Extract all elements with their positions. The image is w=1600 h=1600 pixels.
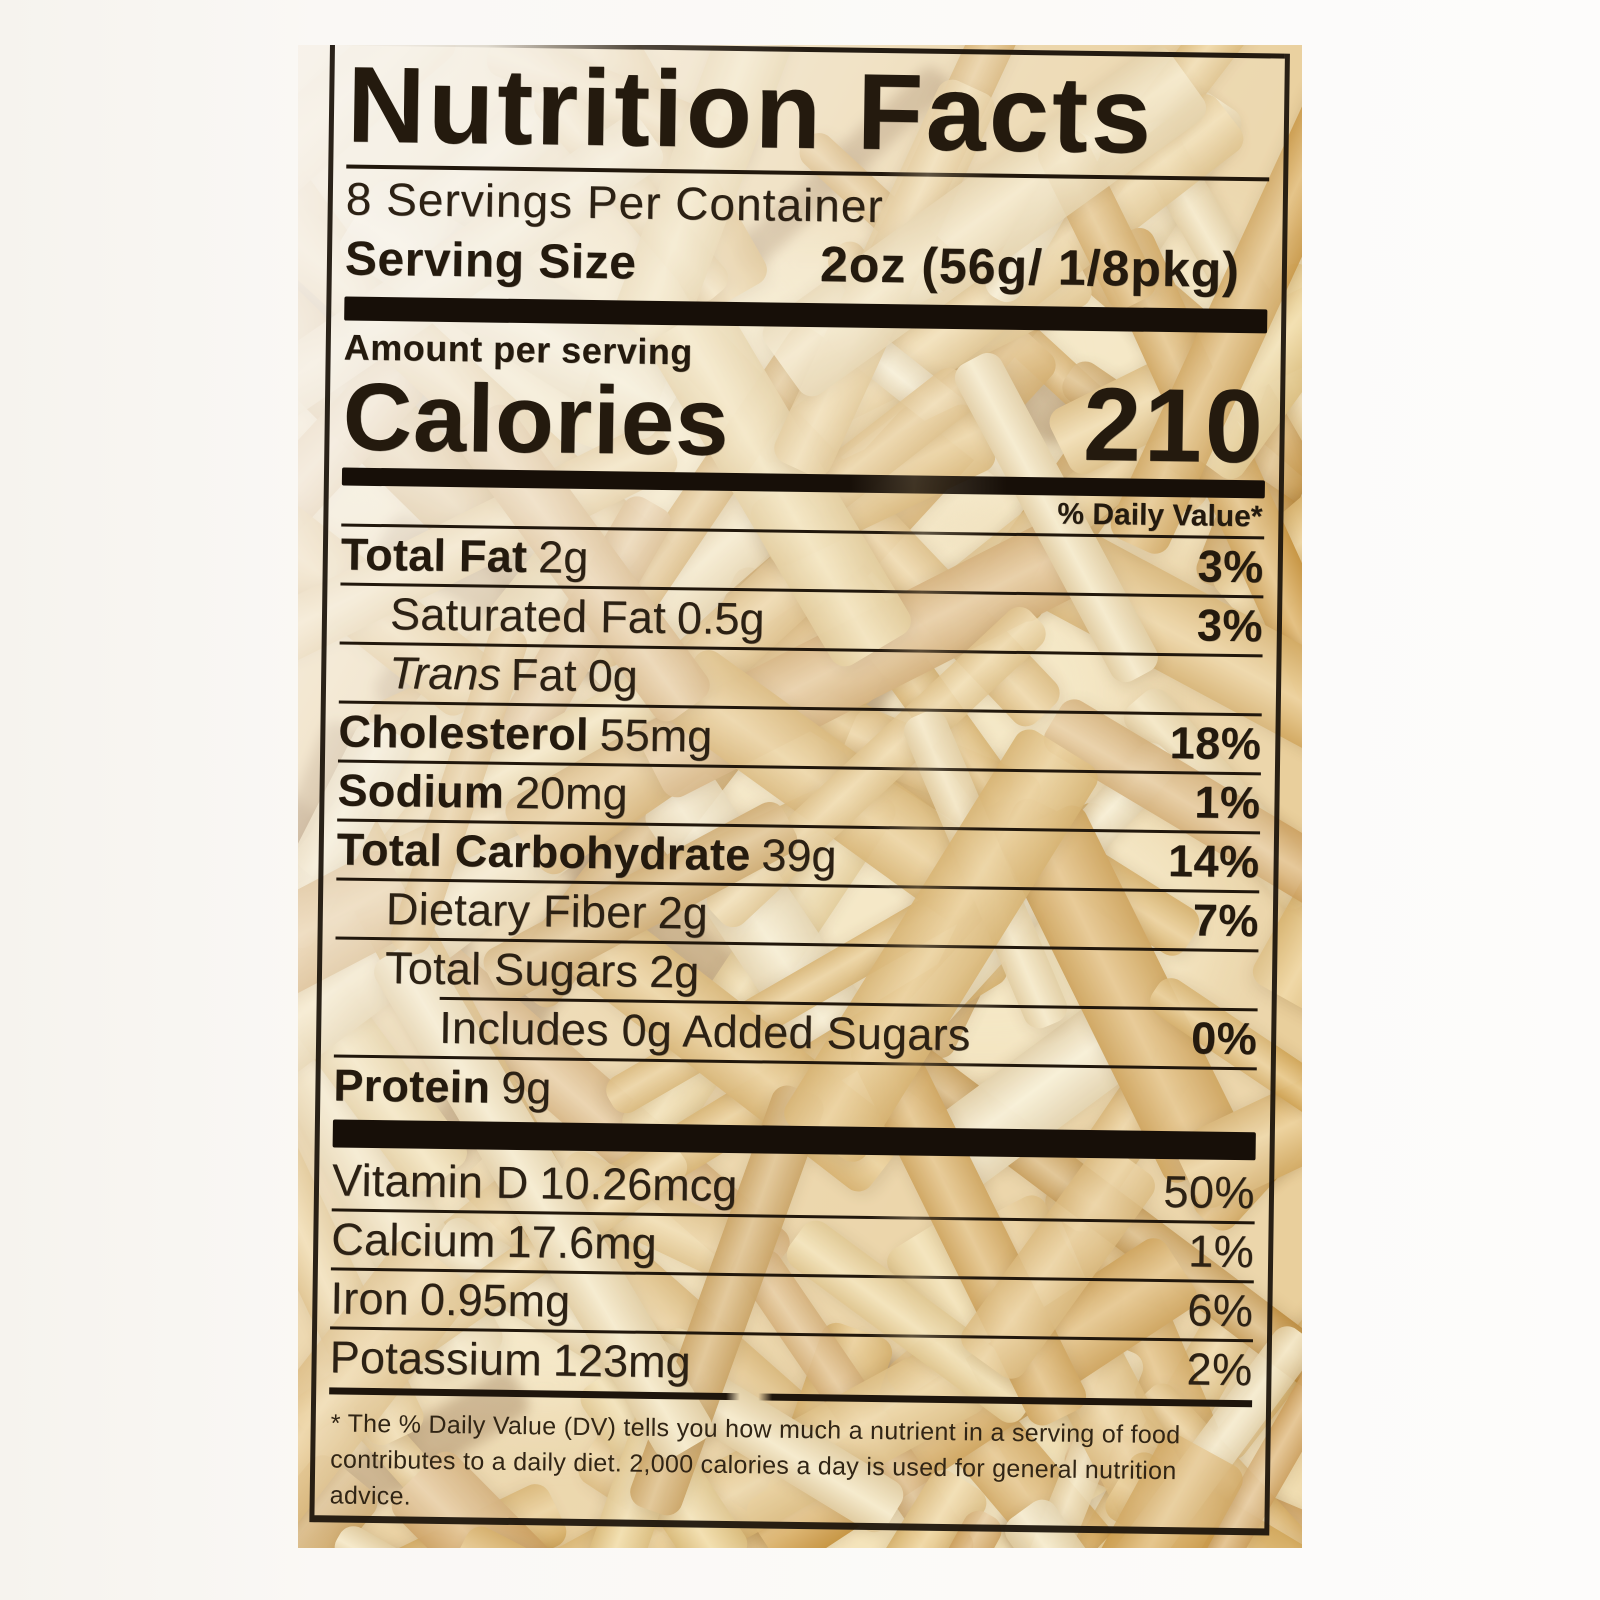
nutrient-dv: 18%: [1169, 717, 1262, 770]
nutrient-name: Calcium: [330, 1213, 496, 1267]
nutrient-name: Sodium: [337, 764, 505, 818]
daily-value-footnote: * The % Daily Value (DV) tells you how m…: [329, 1409, 1181, 1511]
calories-label: Calories: [342, 363, 731, 476]
nutrient-dv: 0%: [1190, 1012, 1258, 1065]
calories-value: 210: [1082, 366, 1267, 486]
nutrient-amount: 0.5g: [676, 592, 765, 645]
nutrient-name: Saturated Fat: [389, 588, 667, 644]
nutrient-name: Total Sugars: [384, 942, 639, 997]
nutrient-name: Iron: [330, 1272, 410, 1325]
nutrient-name: Dietary Fiber: [385, 883, 648, 938]
nutrient-dv: 14%: [1167, 835, 1261, 888]
nutrient-dv: 2%: [1186, 1343, 1253, 1396]
nutrient-dv: 1%: [1187, 1225, 1255, 1278]
micronutrient-row-potassium: Potassium 123mg 2%: [329, 1329, 1253, 1398]
nutrient-dv: 50%: [1163, 1166, 1256, 1219]
nutrient-name: Protein: [333, 1059, 491, 1113]
nutrient-name: Fat: [510, 648, 578, 701]
nutrient-dv: 3%: [1196, 599, 1264, 652]
nutrient-amount: 55mg: [599, 709, 713, 762]
label-title: Nutrition Facts: [346, 45, 1155, 176]
nutrient-dv: 6%: [1187, 1284, 1254, 1337]
package-photo: Nutrition Facts 8 Servings Per Container…: [298, 45, 1302, 1548]
nutrient-amount: 10.26mcg: [539, 1157, 738, 1212]
serving-size-value: 2oz (56g/ 1/8pkg): [819, 236, 1241, 299]
nutrient-name: Total Fat: [340, 528, 528, 583]
nutrient-amount: 0g: [587, 649, 639, 702]
nutrient-amount: 17.6mg: [506, 1215, 658, 1269]
nutrient-name: Vitamin D: [331, 1154, 529, 1209]
nutrition-facts-label: Nutrition Facts 8 Servings Per Container…: [309, 45, 1290, 1536]
nutrient-name-italic-prefix: Trans: [388, 647, 502, 700]
nutrient-dv: 1%: [1194, 776, 1261, 829]
nutrient-amount: 2g: [648, 945, 700, 998]
nutrient-dv: 7%: [1192, 894, 1260, 947]
nutrient-name: Includes 0g Added Sugars: [438, 1001, 971, 1061]
nutrient-amount: 2g: [657, 886, 709, 939]
nutrient-name: Cholesterol: [338, 705, 590, 760]
nutrient-amount: 9g: [500, 1061, 552, 1114]
calories-row: Calories 210: [342, 363, 1267, 486]
nutrient-name: Total Carbohydrate: [336, 823, 751, 881]
serving-size-row: Serving Size 2oz (56g/ 1/8pkg): [345, 227, 1269, 304]
nutrient-amount: 39g: [761, 829, 837, 882]
nutrient-name: Potassium: [329, 1331, 543, 1386]
nutrient-amount: 123mg: [552, 1334, 691, 1388]
nutrient-amount: 0.95mg: [419, 1273, 571, 1327]
nutrient-amount: 2g: [537, 531, 589, 583]
nutrient-dv: 3%: [1197, 540, 1265, 593]
nutrient-amount: 20mg: [514, 766, 628, 820]
nutrient-row-protein: Protein 9g: [333, 1057, 1257, 1126]
serving-size-label: Serving Size: [344, 232, 637, 290]
film-wash-overlay: [298, 45, 1302, 1548]
